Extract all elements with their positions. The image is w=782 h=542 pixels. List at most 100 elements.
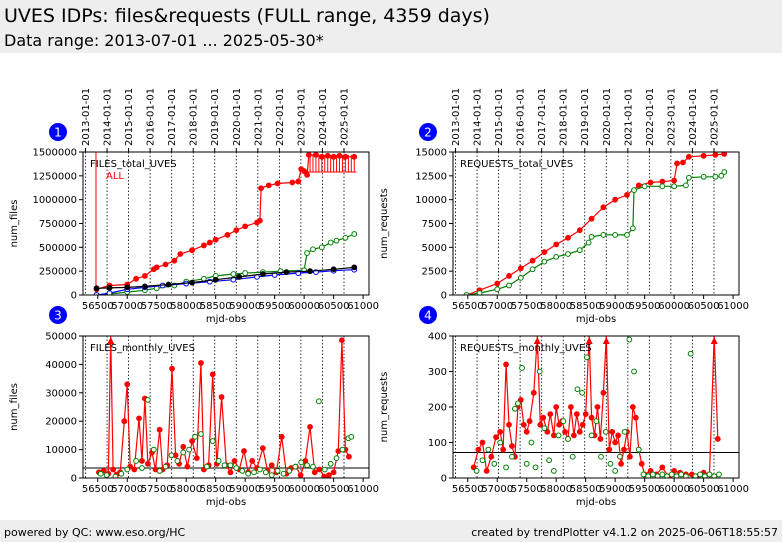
data-point [348, 433, 355, 440]
data-point [647, 179, 654, 186]
data-point [497, 439, 504, 446]
data-point [233, 465, 240, 471]
data-point [514, 400, 521, 407]
data-point [330, 469, 337, 476]
data-point [579, 389, 586, 396]
data-point [230, 271, 237, 277]
date-tick-label: 2023-01-01 [666, 88, 677, 146]
data-point [568, 404, 574, 410]
data-point [541, 258, 548, 265]
data-point [555, 432, 562, 439]
series-line [466, 171, 725, 295]
x-tick-label: 56500 [82, 301, 114, 312]
data-point [262, 469, 269, 476]
x-tick-label: 57000 [111, 484, 143, 495]
panel-number: 3 [54, 309, 62, 323]
y-tick-label: 50000 [45, 332, 77, 343]
chart-panel-2: 5650057000575005800058500590005950060000… [379, 88, 749, 325]
data-point [517, 265, 524, 272]
data-point [537, 421, 544, 428]
data-point [307, 268, 313, 275]
x-tick-label: 59000 [229, 301, 261, 312]
data-point [650, 471, 656, 478]
date-tick-label: 2019-01-01 [210, 88, 221, 146]
data-point [268, 472, 275, 478]
data-point [333, 455, 340, 462]
panel-label: FILES_monthly_UVES [90, 343, 195, 354]
data-point [629, 404, 636, 410]
date-tick-label: 2015-01-01 [124, 88, 135, 146]
data-point [616, 453, 623, 460]
data-point [304, 171, 310, 178]
data-point [659, 471, 666, 478]
series-line [96, 269, 355, 295]
x-tick-label: 58000 [540, 301, 572, 312]
y-tick-label: 20000 [45, 417, 77, 428]
data-point [600, 204, 607, 211]
data-point [305, 152, 312, 158]
data-point [615, 432, 622, 439]
data-point [198, 431, 204, 437]
data-point [193, 455, 200, 462]
data-point [671, 183, 678, 190]
date-tick-label: 2016-01-01 [146, 88, 157, 146]
data-point [346, 453, 352, 460]
y-tick-label: 500000 [39, 243, 77, 254]
page-subtitle: Data range: 2013-07-01 ... 2025-05-30* [4, 31, 324, 50]
y-tick-label: 300 [428, 367, 447, 378]
data-point [342, 234, 349, 241]
date-tick-label: 2021-01-01 [623, 88, 634, 146]
chart-panel-1: 5650057000575005800058500590005950060000… [9, 88, 379, 325]
page-title: UVES IDPs: files&requests (FULL range, 4… [4, 5, 490, 27]
data-point [553, 404, 560, 410]
date-tick-label: 2020-01-01 [232, 88, 243, 146]
data-point [678, 471, 685, 478]
data-point [517, 397, 524, 403]
x-tick-label: 58500 [570, 301, 602, 312]
footer-created-by: created by trendPlotter v4.1.2 on 2025-0… [471, 526, 778, 539]
data-point [212, 236, 219, 243]
x-tick-label: 59000 [229, 484, 261, 495]
chart-panel-3: 5650057000575005800058500590005950060000… [9, 306, 379, 508]
series-red-0 [463, 152, 728, 295]
date-tick-label: 2018-01-01 [559, 88, 570, 146]
x-axis-label: mjd-obs [576, 497, 616, 508]
data-point [618, 460, 624, 467]
data-point [156, 468, 163, 474]
data-point [624, 192, 630, 198]
y-tick-label: 0 [441, 291, 447, 302]
data-point [215, 458, 222, 464]
data-point [523, 428, 530, 435]
data-point [560, 418, 567, 425]
data-point [638, 460, 645, 467]
y-tick-label: 0 [71, 474, 77, 485]
series-line [98, 336, 350, 478]
data-point [553, 253, 560, 260]
data-point [503, 464, 509, 471]
x-tick-label: 59000 [599, 301, 631, 312]
plot-frame [452, 151, 740, 296]
data-point [142, 283, 148, 290]
date-tick-label: 2016-01-01 [516, 88, 527, 146]
data-point [671, 177, 678, 184]
data-point [245, 470, 252, 477]
plot-area [83, 336, 369, 478]
panel-number-badge [419, 306, 437, 324]
date-tick-label: 2018-01-01 [189, 88, 200, 146]
data-point [326, 472, 332, 478]
data-point [712, 173, 719, 180]
data-point [523, 460, 530, 467]
date-tick-label: 2013-01-01 [451, 88, 462, 146]
data-point [139, 458, 145, 464]
plot-area [455, 152, 728, 295]
data-point [576, 227, 583, 234]
data-point [711, 473, 718, 478]
y-tick-label: 400 [428, 332, 447, 343]
data-point [701, 473, 708, 478]
data-point [569, 453, 576, 460]
data-point [483, 468, 490, 474]
series-line [466, 153, 725, 295]
y-axis-label: num_requests [379, 372, 390, 443]
date-tick-label: 2022-01-01 [645, 88, 656, 146]
